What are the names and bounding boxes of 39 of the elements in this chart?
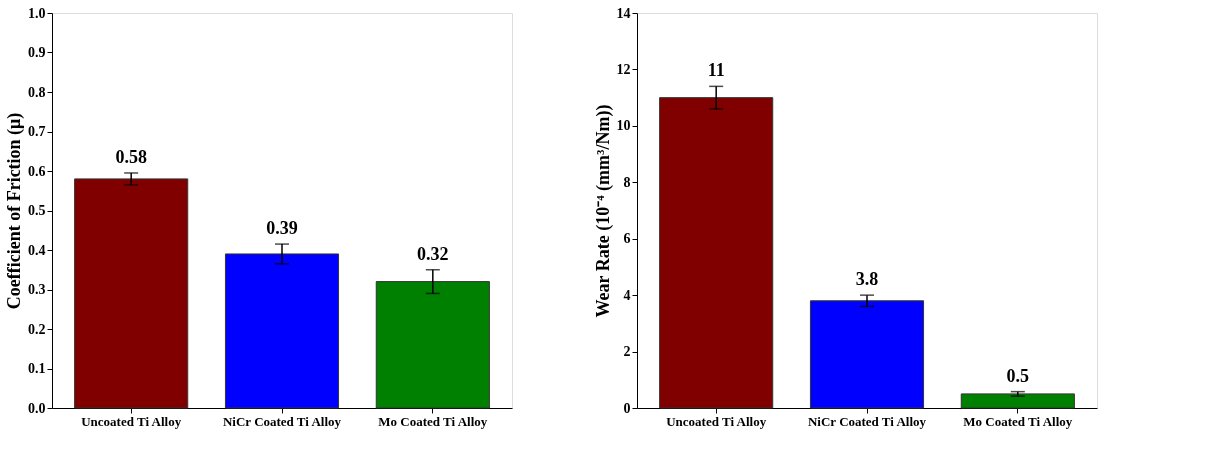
x-tick-label: NiCr Coated Ti Alloy [807, 413, 927, 429]
y-tick-label: 0.1 [28, 361, 46, 376]
y-tick-label: 0.3 [28, 282, 46, 297]
y-tick-label: 0.7 [28, 124, 46, 139]
data-label: 11 [707, 60, 725, 81]
y-tick-label: 0.9 [28, 45, 46, 60]
y-tick-label: 4 [623, 287, 631, 303]
y-tick-label: 0 [623, 400, 631, 416]
x-tick-label: NiCr Coated Ti Alloy [222, 413, 342, 429]
y-tick-label: 8 [623, 174, 631, 190]
y-tick-label: 0.2 [28, 321, 46, 337]
y-tick-label: 0.6 [28, 163, 46, 179]
y-axis-title: Wear Rate (10⁻⁴ (mm³/Nm)) [592, 104, 614, 318]
y-tick-label: 0.0 [28, 400, 46, 416]
x-tick-label: Mo Coated Ti Alloy [963, 413, 1073, 429]
y-tick-label: 0.8 [28, 84, 46, 100]
x-tick-label: Mo Coated Ti Alloy [378, 413, 488, 429]
bar [224, 253, 340, 409]
y-tick-label: 6 [623, 231, 631, 247]
y-tick-label: 0.4 [28, 242, 46, 258]
y-tick-label: 2 [623, 344, 631, 360]
y-tick-label: 14 [616, 5, 631, 21]
x-tick-label: Uncoated Ti Alloy [666, 413, 767, 429]
bar [960, 393, 1075, 409]
data-label: 0.39 [266, 218, 298, 239]
bar [375, 281, 490, 409]
y-tick-label: 10 [616, 118, 631, 134]
y-tick-label: 1.0 [28, 5, 46, 21]
x-tick-label: Uncoated Ti Alloy [81, 413, 182, 429]
data-label: 0.58 [115, 146, 147, 167]
data-label: 0.5 [1006, 365, 1030, 386]
bar [809, 300, 925, 409]
y-axis-title: Coefficient of Friction (μ) [4, 112, 25, 310]
y-tick-label: 12 [616, 61, 631, 77]
y-tick-label: 0.5 [28, 203, 46, 218]
data-label: 3.8 [855, 269, 879, 290]
data-label: 0.32 [417, 243, 449, 264]
bar [659, 97, 774, 409]
bar [74, 178, 189, 409]
